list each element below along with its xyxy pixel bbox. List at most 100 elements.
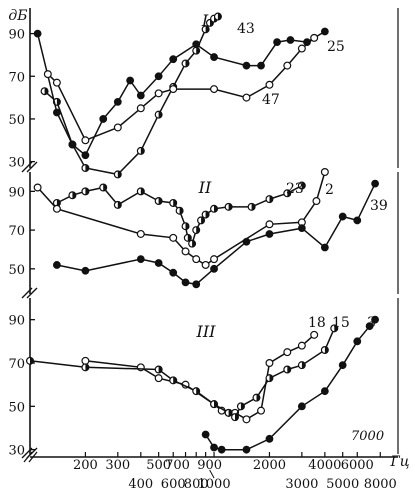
- axis-break: [28, 451, 38, 463]
- data-point: [297, 44, 306, 53]
- data-point-half: [187, 234, 192, 242]
- y-axis-unit: дБ: [8, 8, 27, 24]
- data-point: [33, 183, 42, 192]
- data-point: [113, 123, 122, 132]
- data-point-half: [214, 400, 218, 408]
- axis-break: [21, 447, 33, 459]
- y-tick-label: 30: [8, 444, 25, 459]
- y-tick-label: 50: [8, 263, 25, 278]
- data-point: [297, 402, 306, 411]
- series-label: 3: [367, 315, 376, 331]
- data-point-half: [158, 197, 162, 205]
- data-point: [210, 85, 219, 94]
- series-label: 47: [262, 92, 280, 108]
- data-point: [320, 243, 329, 252]
- data-point-half: [269, 374, 273, 382]
- data-point-half: [103, 184, 107, 191]
- data-point: [52, 261, 61, 269]
- data-point-half: [201, 217, 205, 224]
- x-tick-label-lower: 8000: [364, 477, 397, 492]
- y-tick-label: 90: [8, 28, 25, 43]
- data-point: [154, 72, 163, 81]
- data-point: [81, 356, 90, 365]
- data-point-half: [240, 402, 245, 410]
- data-point-half: [85, 164, 89, 172]
- data-point: [136, 104, 145, 113]
- data-point: [338, 361, 347, 370]
- data-point: [210, 255, 219, 264]
- data-point: [154, 259, 163, 267]
- data-point: [181, 278, 190, 287]
- data-point: [320, 387, 329, 396]
- data-point-half: [301, 361, 306, 369]
- data-point: [210, 53, 218, 61]
- data-point-half: [205, 25, 209, 33]
- data-point-half: [192, 240, 196, 248]
- data-point: [242, 61, 251, 70]
- data-point-half: [256, 394, 260, 402]
- data-point-half: [30, 357, 34, 365]
- data-point-half: [85, 363, 89, 371]
- x-tick-label-lower: 5000: [326, 477, 359, 492]
- x-tick-label-upper: 700: [165, 458, 190, 473]
- axes-layer: [21, 8, 399, 479]
- axis-break: [26, 287, 38, 299]
- data-point-half: [158, 111, 162, 119]
- data-point: [192, 255, 201, 264]
- data-point-half: [179, 207, 184, 215]
- panel-label: I: [201, 11, 209, 30]
- data-point: [154, 374, 163, 383]
- data-point: [297, 224, 306, 233]
- data-point: [113, 97, 122, 106]
- data-point-half: [173, 376, 177, 384]
- data-point: [33, 29, 42, 38]
- data-point: [265, 80, 274, 89]
- data-point: [210, 264, 218, 273]
- x-tick-label-upper: 4000: [308, 458, 341, 473]
- data-point: [81, 266, 90, 275]
- data-point: [136, 255, 145, 264]
- x-tick-label-lower: 600: [161, 477, 186, 492]
- y-tick-label: 70: [8, 357, 25, 372]
- data-point: [320, 168, 329, 177]
- data-point: [169, 268, 178, 277]
- data-point-half: [72, 191, 76, 199]
- y-tick-label: 50: [8, 113, 25, 128]
- data-point: [283, 348, 292, 357]
- x-tick-label-upper: 6000: [341, 458, 374, 473]
- data-point: [201, 260, 210, 269]
- panel-label: III: [196, 322, 217, 341]
- data-point: [192, 40, 201, 49]
- data-point: [217, 445, 226, 454]
- data-point: [181, 247, 190, 256]
- data-point-half: [117, 201, 122, 209]
- data-point: [283, 61, 292, 70]
- data-point-half: [287, 366, 291, 373]
- data-point-half: [269, 195, 273, 203]
- data-point: [169, 85, 178, 94]
- series-label: 25: [327, 39, 345, 55]
- data-point: [338, 212, 347, 221]
- data-point-half: [140, 188, 145, 195]
- data-point-half: [140, 147, 145, 155]
- x-tick-label-upper: 500: [146, 458, 171, 473]
- y-tick-label: 70: [8, 224, 25, 239]
- data-point: [242, 445, 251, 454]
- series-line-18: [85, 334, 315, 421]
- data-point: [371, 179, 380, 188]
- data-point: [192, 280, 201, 289]
- series-line-2: [37, 171, 326, 266]
- series-line-3: [204, 319, 376, 451]
- data-point-half: [185, 222, 189, 230]
- data-point: [201, 430, 210, 439]
- axis-break: [26, 161, 38, 173]
- data-point: [265, 359, 274, 368]
- series-label: 43: [237, 21, 255, 37]
- data-point-half: [205, 211, 210, 218]
- data-point-half: [44, 87, 48, 95]
- x-tick-label-upper: 900: [197, 458, 222, 473]
- data-point: [68, 140, 77, 149]
- data-point: [210, 443, 218, 452]
- x-tick-label-lower: 400: [128, 477, 153, 492]
